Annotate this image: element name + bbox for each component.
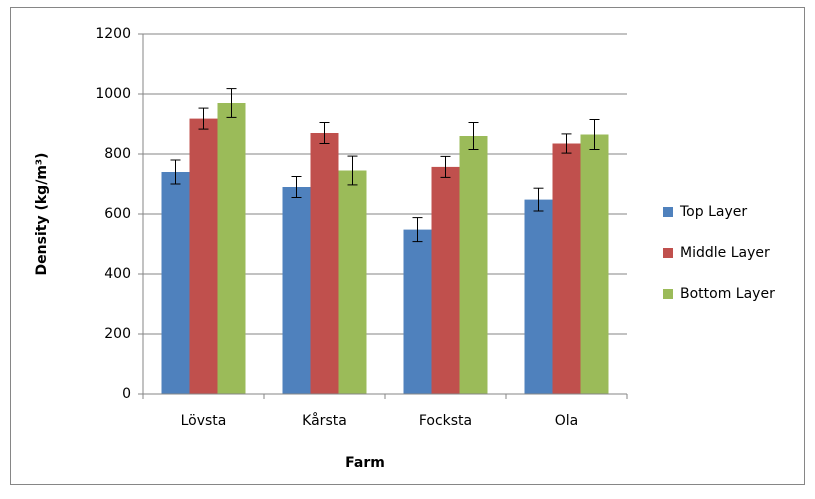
error-bar [291,176,302,198]
bar [310,133,339,394]
legend-swatch [663,289,673,299]
y-tick-label: 600 [104,206,131,222]
bar [282,187,311,394]
error-bar [440,155,451,178]
error-bar [533,187,544,212]
bar [431,166,460,394]
bar [161,172,190,394]
y-axis-label: Density (kg/m³) [34,153,50,276]
x-tick-label: Focksta [419,413,472,429]
error-bar [412,217,423,243]
x-tick-label: Kårsta [302,412,347,429]
legend-swatch [663,248,673,258]
y-tick-label: 200 [104,326,131,342]
error-bar [198,107,209,130]
error-bar [589,119,600,150]
x-axis-label: Farm [345,455,385,471]
error-bar [319,122,330,144]
y-tick-label: 400 [104,266,131,282]
y-tick-label: 1200 [95,26,131,42]
error-bar [170,159,181,185]
bar [189,118,218,394]
legend-swatch [663,207,673,217]
bar [524,199,553,394]
bar [338,170,367,394]
error-bar [468,122,479,150]
legend-label: Bottom Layer [680,286,775,302]
y-tick-label: 0 [122,386,131,402]
error-bar [347,155,358,186]
bar [217,103,246,394]
x-tick-label: Ola [555,413,579,429]
y-tick-label: 800 [104,146,131,162]
error-bar [561,133,572,154]
bar [580,134,609,394]
bar [552,143,581,394]
y-tick-label: 1000 [95,86,131,102]
bar [459,136,488,394]
legend-label: Middle Layer [680,245,770,261]
bar [403,229,432,394]
error-bar [226,88,237,118]
x-tick-label: Lövsta [181,413,227,429]
legend-label: Top Layer [679,204,747,220]
